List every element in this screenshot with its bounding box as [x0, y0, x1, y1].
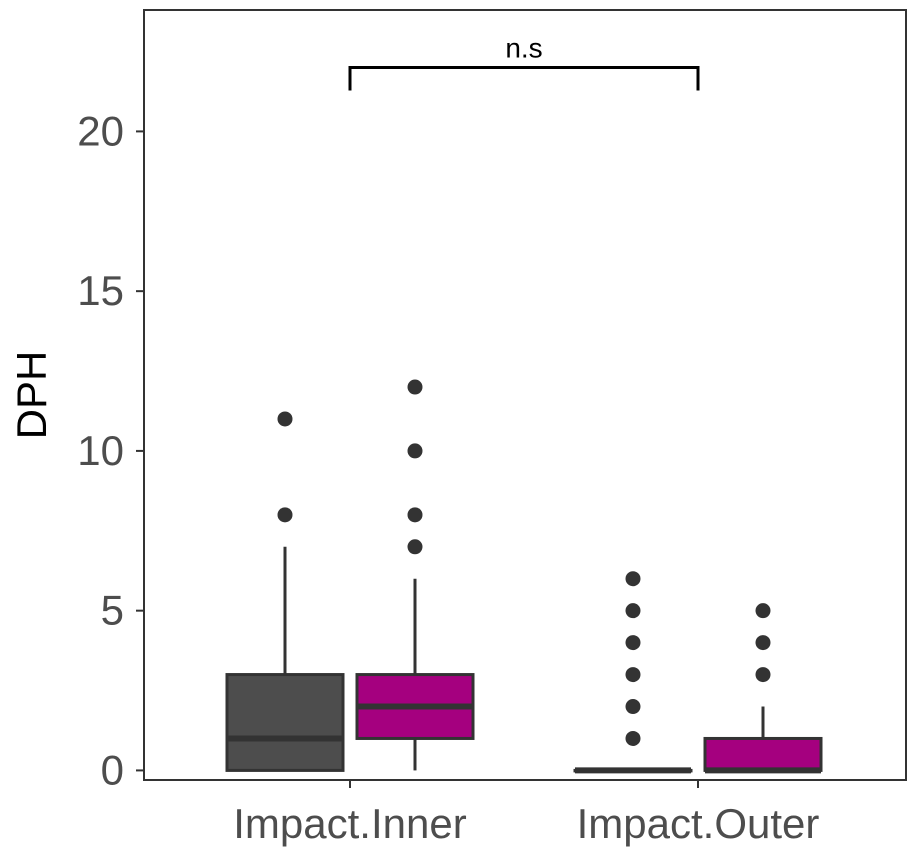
y-tick-label: 5	[101, 587, 124, 634]
outlier-point	[625, 635, 641, 651]
outlier-point	[407, 539, 423, 555]
significance-label: n.s	[505, 33, 542, 64]
box-body	[225, 673, 345, 772]
x-tick-label: Impact.Outer	[577, 800, 820, 847]
box-body	[703, 736, 823, 772]
box-1-impact-inner	[225, 411, 345, 772]
outlier-point	[755, 635, 771, 651]
y-tick-label: 15	[77, 267, 124, 314]
outlier-point	[407, 443, 423, 459]
significance-bracket	[348, 66, 700, 91]
outlier-point	[625, 571, 641, 587]
outlier-point	[407, 379, 423, 395]
outlier-point	[277, 411, 293, 427]
outlier-point	[277, 507, 293, 523]
outlier-point	[625, 730, 641, 746]
y-tick-label: 20	[77, 107, 124, 154]
x-tick-label: Impact.Inner	[233, 800, 466, 847]
outlier-point	[625, 667, 641, 683]
plot-background	[144, 10, 906, 780]
box-1-impact-outer	[573, 571, 693, 774]
box-2-impact-outer	[703, 603, 823, 774]
outlier-point	[755, 667, 771, 683]
outlier-point	[625, 699, 641, 715]
outlier-point	[625, 603, 641, 619]
y-tick-label: 0	[101, 746, 124, 793]
y-axis-title: DPH	[8, 351, 55, 440]
plot-border	[143, 9, 907, 781]
y-tick-label: 10	[77, 427, 124, 474]
outlier-point	[755, 603, 771, 619]
box-2-impact-inner	[355, 379, 475, 771]
outlier-point	[407, 507, 423, 523]
